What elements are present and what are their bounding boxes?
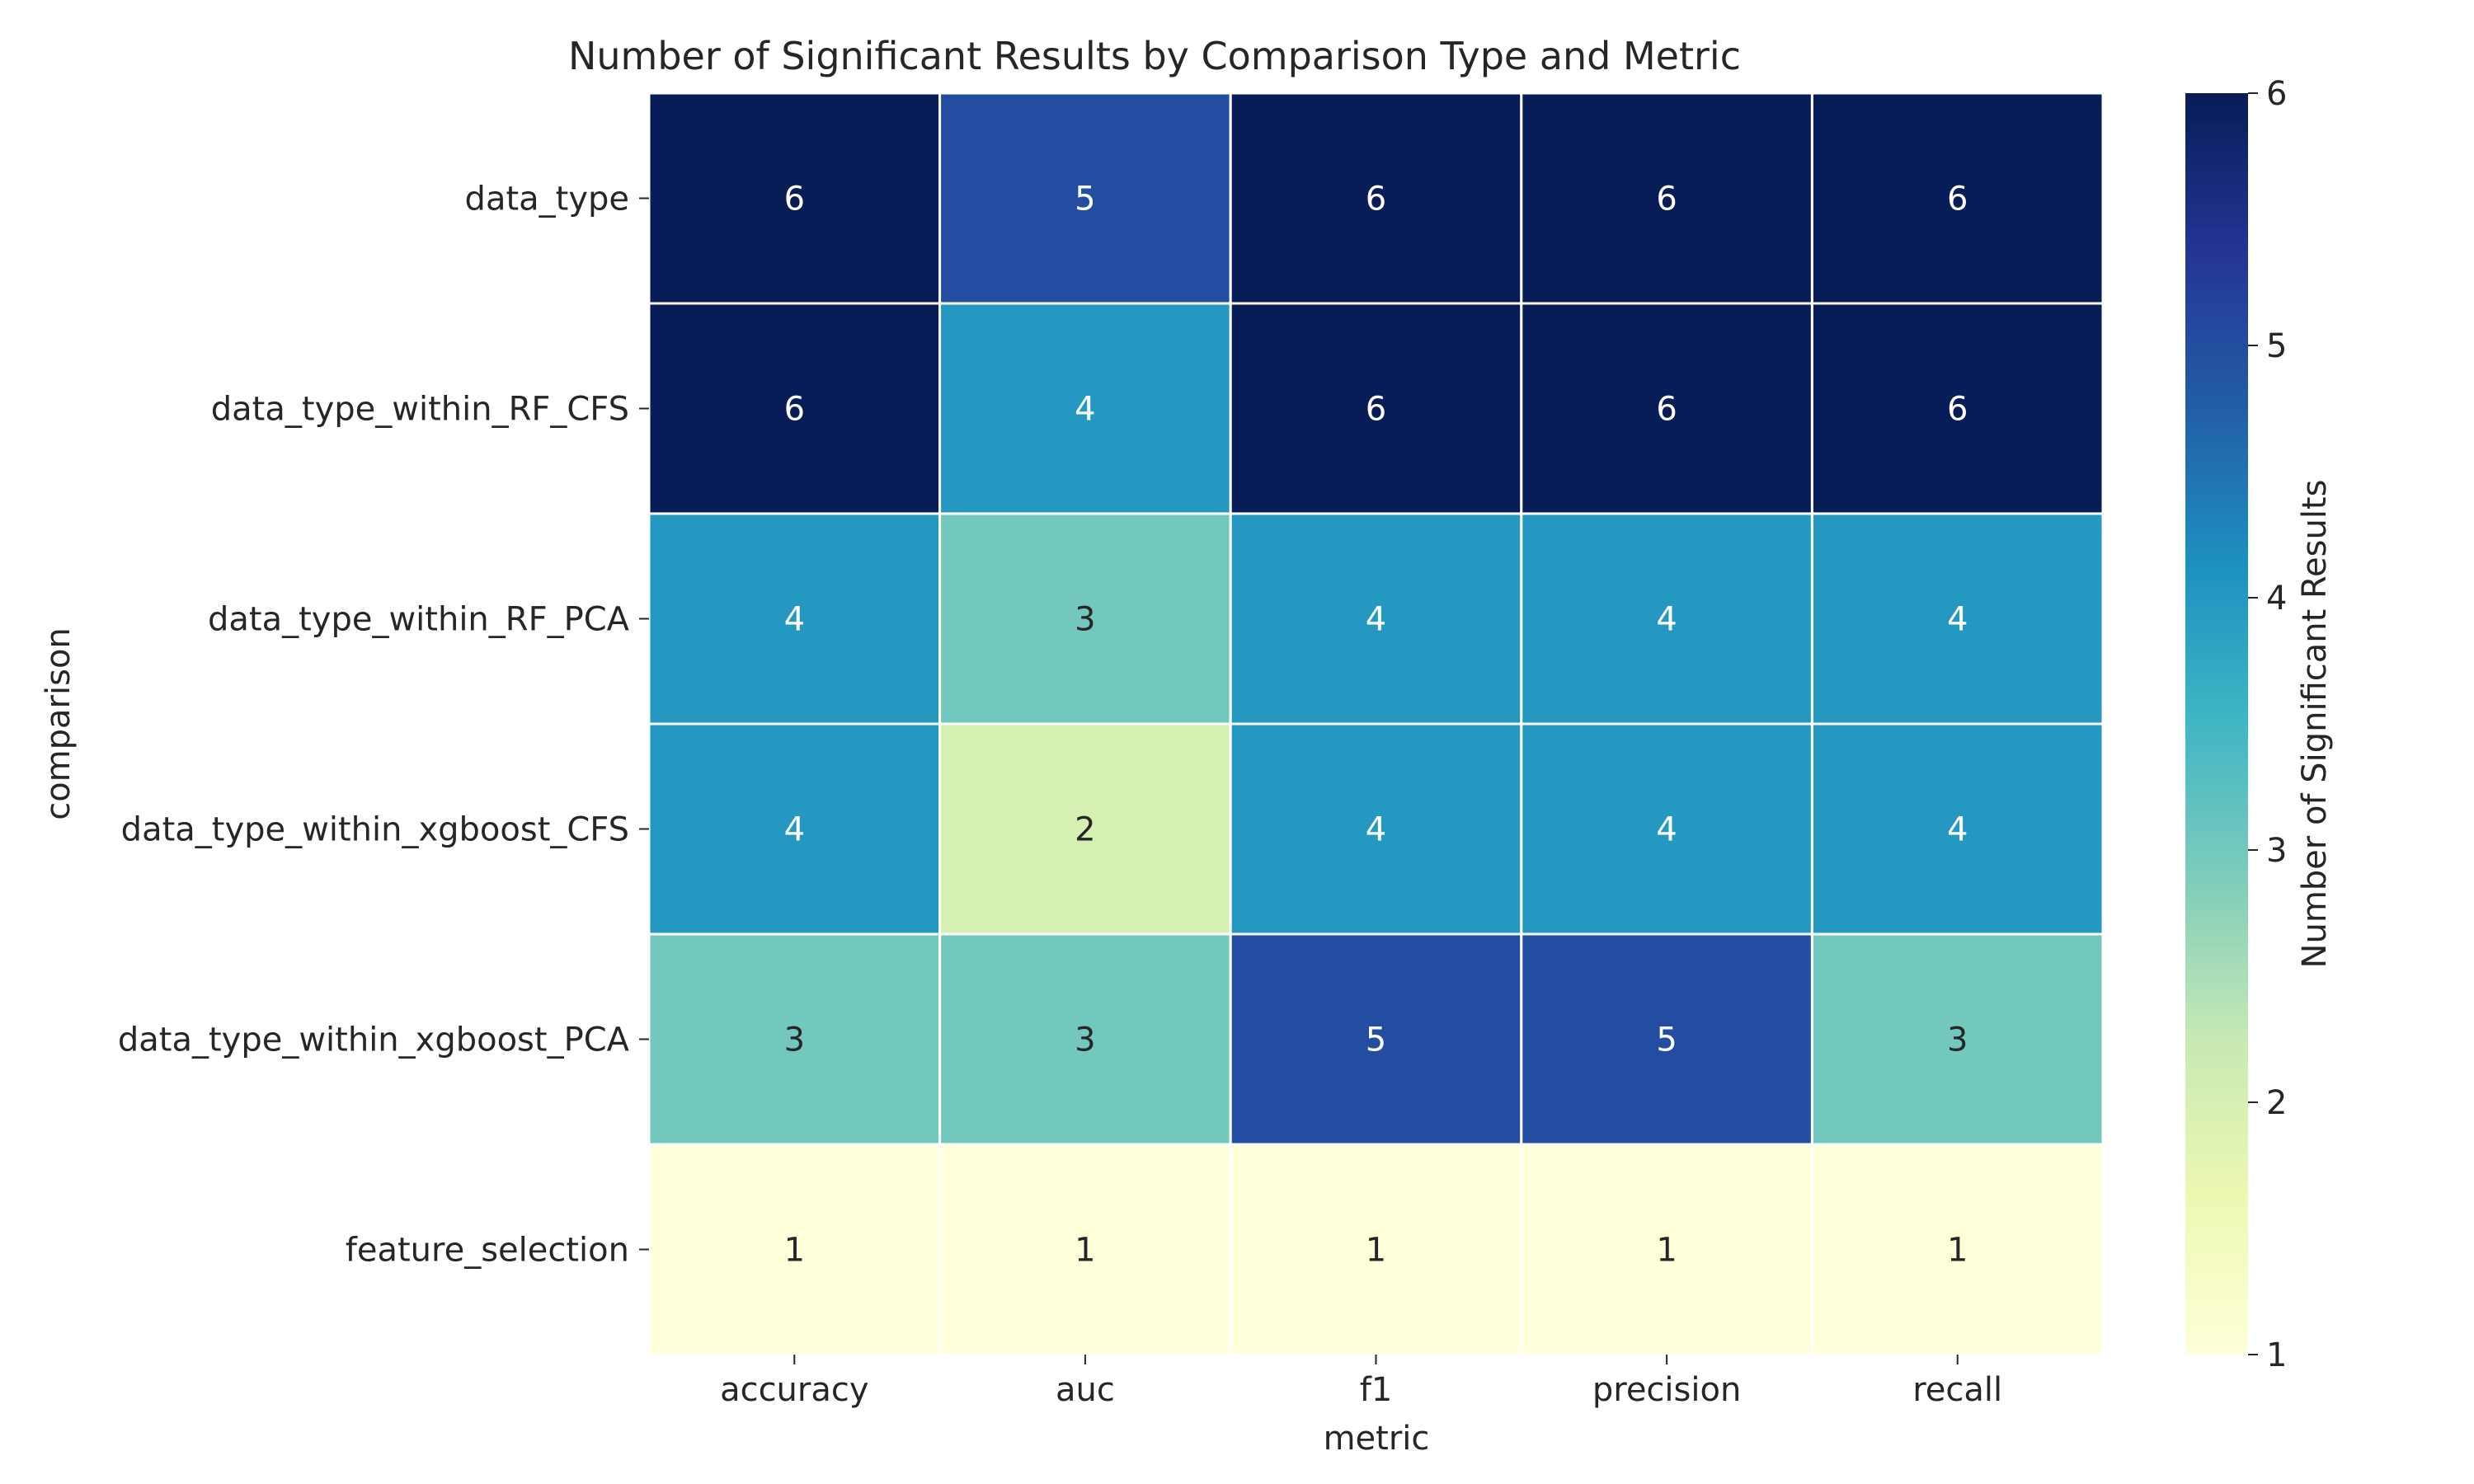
x-axis-label: metric <box>1324 1420 1430 1458</box>
cell-value-label: 4 <box>1366 601 1386 639</box>
heatmap-cell <box>1520 512 1813 726</box>
cell-value-label: 6 <box>1366 181 1386 218</box>
heatmap-cell <box>938 512 1232 726</box>
y-axis-label: comparison <box>40 627 78 820</box>
cell-value-label: 1 <box>1947 1232 1968 1270</box>
cell-value-label: 6 <box>1656 391 1677 429</box>
y-tick-label: feature_selection <box>346 1232 629 1270</box>
heatmap-cell <box>1229 932 1523 1146</box>
colorbar-tick-label: 6 <box>2266 75 2287 113</box>
heatmap-cell <box>1810 932 2105 1146</box>
cell-value-label: 1 <box>1366 1232 1386 1270</box>
x-axis-ticks: accuracy auc f1 precision recall <box>720 1355 2002 1409</box>
heatmap-cell <box>647 932 942 1146</box>
cell-value-label: 1 <box>784 1232 805 1270</box>
cell-value-label: 6 <box>1366 391 1386 429</box>
heatmap-cell <box>647 302 942 515</box>
heatmap-cell <box>1229 1143 1523 1356</box>
heatmap-cell <box>1520 1143 1813 1356</box>
cell-value-label: 6 <box>1947 391 1968 429</box>
heatmap-cell <box>1229 512 1523 726</box>
colorbar-tick-label: 1 <box>2266 1336 2287 1374</box>
cell-value-label: 3 <box>1075 1021 1095 1059</box>
cell-value-label: 4 <box>1947 601 1968 639</box>
x-tick-label: f1 <box>1360 1371 1393 1409</box>
heatmap-cells: 6 5 6 6 6 6 4 6 6 6 4 3 4 4 4 4 2 4 4 4 3 3 5 5 3 1 1 1 1 1 <box>647 92 2105 1356</box>
cell-value-label: 4 <box>1366 811 1386 849</box>
cell-value-label: 3 <box>1947 1021 1968 1059</box>
colorbar: 1 2 3 4 5 6 <box>2185 75 2287 1374</box>
cell-value-label: 5 <box>1656 1021 1677 1059</box>
cell-value-label: 4 <box>1656 601 1677 639</box>
heatmap-cell <box>1229 722 1523 936</box>
colorbar-tick-label: 5 <box>2266 327 2287 365</box>
y-axis-ticks: data_type data_type_within_RF_CFS data_typ… <box>118 181 649 1270</box>
cell-value-label: 1 <box>1075 1232 1095 1270</box>
y-tick-label: data_type_within_xgboost_CFS <box>121 811 629 849</box>
cell-value-label: 4 <box>1075 391 1095 429</box>
heatmap-cell <box>938 92 1232 305</box>
cell-value-label: 4 <box>784 601 805 639</box>
y-tick-label: data_type_within_RF_CFS <box>211 391 629 429</box>
heatmap-cell <box>1810 1143 2105 1356</box>
colorbar-tick-label: 4 <box>2266 580 2287 618</box>
cell-value-label: 3 <box>784 1021 805 1059</box>
heatmap-cell <box>1229 92 1523 305</box>
heatmap-cell <box>1810 302 2105 515</box>
heatmap-cell <box>938 932 1232 1146</box>
cell-value-label: 6 <box>784 391 805 429</box>
colorbar-tick-label: 3 <box>2266 832 2287 870</box>
cell-value-label: 6 <box>784 181 805 218</box>
heatmap-cell <box>938 1143 1232 1356</box>
heatmap-cell <box>1229 302 1523 515</box>
cell-value-label: 4 <box>784 811 805 849</box>
cell-value-label: 4 <box>1947 811 1968 849</box>
y-tick-label: data_type <box>465 181 629 218</box>
cell-value-label: 3 <box>1075 601 1095 639</box>
heatmap-cell <box>647 92 942 305</box>
x-tick-label: precision <box>1592 1371 1741 1409</box>
heatmap-cell <box>1810 722 2105 936</box>
y-tick-label: data_type_within_xgboost_PCA <box>118 1021 630 1059</box>
x-tick-label: auc <box>1056 1371 1115 1409</box>
cell-value-label: 6 <box>1947 181 1968 218</box>
colorbar-gradient <box>2185 93 2248 1355</box>
cell-value-label: 6 <box>1656 181 1677 218</box>
heatmap-cell <box>1520 92 1813 305</box>
heatmap-cell <box>1810 92 2105 305</box>
chart-title: Number of Significant Results by Compari… <box>568 34 1741 78</box>
colorbar-tick-label: 2 <box>2266 1084 2287 1122</box>
cell-value-label: 2 <box>1075 811 1095 849</box>
cell-value-label: 4 <box>1656 811 1677 849</box>
heatmap-cell <box>1810 512 2105 726</box>
heatmap-cell <box>1520 722 1813 936</box>
y-tick-label: data_type_within_RF_PCA <box>208 601 630 639</box>
cell-value-label: 5 <box>1366 1021 1386 1059</box>
cell-value-label: 1 <box>1656 1232 1677 1270</box>
x-tick-label: accuracy <box>720 1371 868 1409</box>
cell-value-label: 5 <box>1075 181 1095 218</box>
heatmap-cell <box>938 722 1232 936</box>
colorbar-label: Number of Significant Results <box>2296 480 2334 969</box>
x-tick-label: recall <box>1912 1371 2002 1409</box>
